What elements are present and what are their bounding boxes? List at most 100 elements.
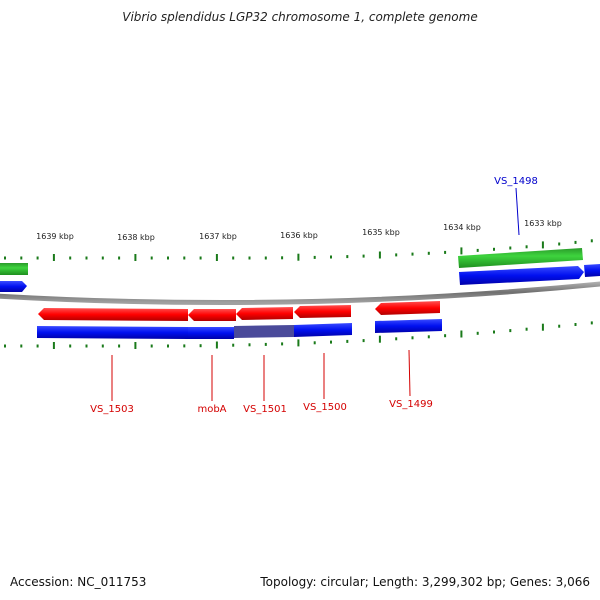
minor-tick (183, 344, 186, 348)
minor-tick (150, 344, 153, 348)
cds-arrow-forward[interactable] (459, 266, 584, 285)
inner-tick-ring (4, 321, 593, 349)
gene-arrow-forward[interactable] (458, 248, 583, 268)
gene-labels: VS_1503 mobA VS_1501 VS_1500 VS_1499 VS_… (90, 176, 538, 415)
minor-tick (4, 344, 6, 348)
accession-text: Accession: NC_011753 (10, 575, 147, 589)
minor-tick (248, 256, 251, 260)
gene-arrow-forward[interactable] (0, 263, 28, 275)
label-leader-line (408, 349, 411, 397)
gene-arrow-reverse[interactable] (294, 305, 351, 318)
gene-label[interactable]: VS_1500 (303, 402, 347, 413)
minor-tick (4, 256, 6, 260)
minor-tick (509, 246, 512, 250)
scale-label: 1634 kbp (443, 223, 481, 232)
minor-tick (264, 256, 267, 260)
minor-tick (313, 255, 316, 259)
minor-tick (313, 341, 316, 345)
outer-tick-ring (4, 239, 593, 261)
minor-tick (346, 339, 349, 343)
minor-tick (395, 337, 398, 341)
gene-arrow-reverse[interactable] (188, 309, 236, 321)
gene-label[interactable]: VS_1501 (243, 404, 287, 415)
scale-label: 1633 kbp (524, 219, 562, 228)
minor-tick (590, 321, 593, 325)
cds-arrow-forward[interactable] (584, 264, 600, 277)
minor-tick (85, 256, 88, 260)
reverse-strand-cds (37, 319, 442, 339)
major-tick (52, 254, 55, 261)
forward-strand-features (0, 248, 600, 292)
minor-tick (493, 247, 495, 251)
scale-label: 1636 kbp (280, 231, 318, 240)
minor-tick (69, 344, 72, 348)
major-tick (215, 341, 218, 349)
minor-tick (36, 256, 39, 260)
minor-tick (330, 255, 332, 259)
minor-tick (20, 344, 23, 348)
minor-tick (281, 342, 284, 346)
minor-tick (167, 256, 169, 260)
minor-tick (362, 339, 365, 343)
minor-tick (248, 343, 251, 347)
minor-tick (118, 344, 121, 348)
minor-tick (281, 256, 284, 260)
major-tick (297, 339, 300, 347)
scale-labels: 1639 kbp 1638 kbp 1637 kbp 1636 kbp 1635… (36, 219, 562, 242)
scale-label: 1635 kbp (362, 228, 400, 237)
cds-bar-reverse-overlap[interactable] (234, 325, 294, 338)
scale-label: 1639 kbp (36, 232, 74, 241)
minor-tick (395, 253, 398, 257)
gene-label[interactable]: VS_1499 (389, 399, 433, 410)
minor-tick (118, 256, 121, 260)
minor-tick (558, 242, 561, 246)
chromosome-backbone (0, 281, 600, 306)
cds-bar-reverse[interactable] (375, 319, 442, 333)
major-tick (134, 342, 137, 349)
major-tick (52, 342, 55, 349)
minor-tick (444, 250, 447, 254)
minor-tick (590, 239, 593, 243)
cds-bar-reverse[interactable] (37, 326, 188, 339)
minor-tick (264, 342, 267, 346)
minor-tick (493, 330, 495, 334)
reverse-strand-genes (38, 301, 440, 321)
minor-tick (232, 256, 235, 260)
major-tick (541, 241, 544, 249)
cds-bar-reverse[interactable] (294, 323, 352, 337)
major-tick (460, 330, 463, 338)
minor-tick (574, 240, 577, 244)
cds-bar-reverse[interactable] (188, 327, 234, 339)
major-tick (460, 247, 463, 255)
map-title: Vibrio splendidus LGP32 chromosome 1, co… (122, 10, 478, 24)
minor-tick (85, 344, 88, 348)
minor-tick (476, 331, 479, 335)
minor-tick (167, 344, 169, 348)
major-tick (297, 253, 300, 261)
minor-tick (427, 335, 430, 339)
minor-tick (69, 256, 72, 260)
major-tick (215, 254, 218, 261)
minor-tick (330, 340, 332, 344)
minor-tick (525, 245, 528, 249)
minor-tick (427, 251, 430, 255)
gene-arrow-reverse[interactable] (375, 301, 440, 315)
minor-tick (150, 256, 153, 260)
gene-label[interactable]: VS_1498 (494, 176, 538, 187)
scale-label: 1637 kbp (199, 232, 237, 241)
gene-arrow-reverse[interactable] (38, 308, 188, 321)
gene-label[interactable]: VS_1503 (90, 404, 134, 415)
gene-label[interactable]: mobA (197, 404, 226, 415)
minor-tick (36, 344, 39, 348)
major-tick (134, 254, 137, 261)
label-leader-line (515, 187, 520, 236)
minor-tick (20, 256, 23, 260)
minor-tick (199, 256, 202, 260)
gene-arrow-reverse[interactable] (236, 307, 293, 320)
genome-summary-text: Topology: circular; Length: 3,299,302 bp… (260, 575, 590, 589)
minor-tick (183, 256, 186, 260)
cds-arrow-forward[interactable] (0, 281, 27, 292)
minor-tick (362, 254, 365, 258)
